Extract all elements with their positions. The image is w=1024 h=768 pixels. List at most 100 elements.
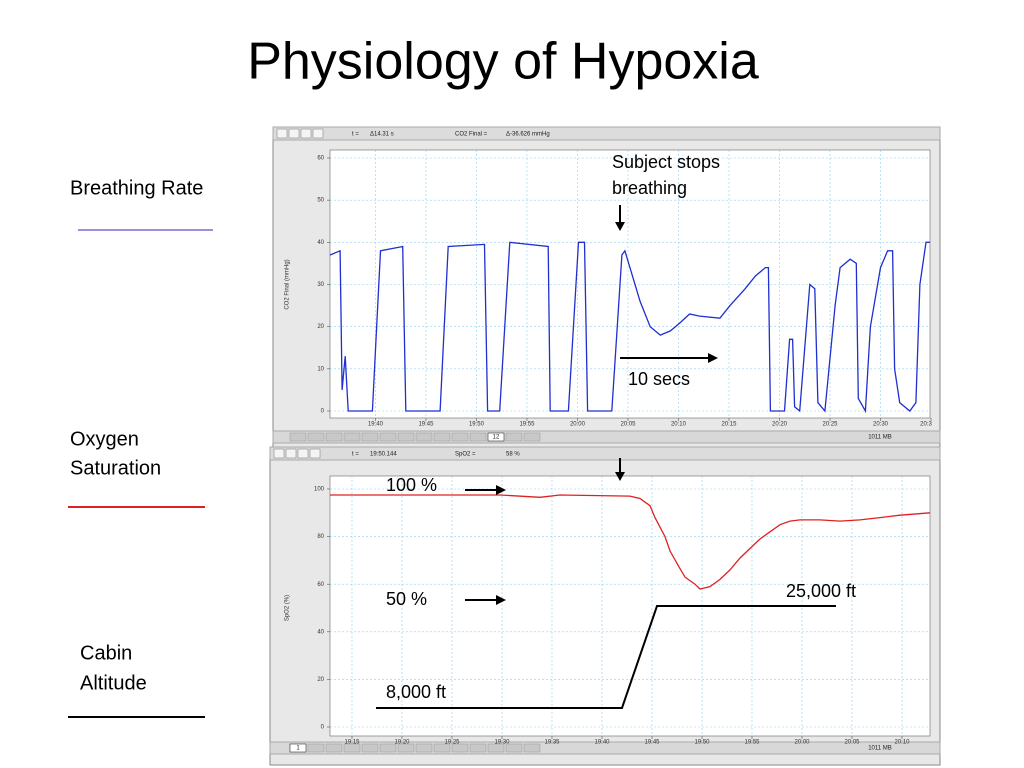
x-tick-label: 19:45 bbox=[644, 740, 660, 746]
x-tick-label: 19:55 bbox=[744, 740, 760, 746]
y-tick-label: 40 bbox=[317, 629, 324, 635]
memory-text: 1011 MB bbox=[868, 435, 892, 441]
annotation: 8,000 ft bbox=[386, 682, 446, 702]
arrow-head bbox=[496, 485, 506, 495]
x-tick-label: 20:10 bbox=[894, 740, 910, 746]
annotation: 10 secs bbox=[628, 369, 690, 389]
page-tab bbox=[325, 743, 343, 753]
page-tab bbox=[523, 432, 541, 442]
page-tab bbox=[505, 743, 523, 753]
annotation: 50 % bbox=[386, 589, 427, 609]
cabin-altitude-line bbox=[376, 605, 836, 709]
page-tab bbox=[451, 432, 469, 442]
page-tab bbox=[325, 432, 343, 442]
annotation: Subject stops bbox=[612, 152, 720, 172]
page-tab bbox=[343, 743, 361, 753]
x-tick-label: 20:10 bbox=[671, 422, 687, 428]
toolbar-button bbox=[273, 448, 285, 459]
y-tick-label: 40 bbox=[317, 240, 324, 246]
side-label: Breathing Rate bbox=[70, 177, 203, 199]
page-tab bbox=[469, 743, 487, 753]
x-tick-label: 20:05 bbox=[620, 422, 636, 428]
y-tick-label: 50 bbox=[317, 198, 324, 204]
x-tick-label: 20:25 bbox=[822, 422, 838, 428]
toolbar-button bbox=[288, 128, 300, 139]
x-tick-label: 20:15 bbox=[721, 422, 737, 428]
x-tick-label: 20:00 bbox=[570, 422, 586, 428]
x-tick-label: 19:15 bbox=[344, 740, 360, 746]
y-tick-label: 60 bbox=[317, 582, 324, 588]
x-tick-label: 19:40 bbox=[594, 740, 610, 746]
toolbar-button bbox=[297, 448, 309, 459]
page-tab bbox=[379, 432, 397, 442]
toolbar-button bbox=[312, 128, 324, 139]
y-tick-label: 100 bbox=[314, 487, 325, 493]
header-text: CO2 Final = bbox=[455, 132, 488, 138]
side-label: Altitude bbox=[80, 672, 147, 694]
toolbar-button bbox=[309, 448, 321, 459]
annotation: 25,000 ft bbox=[786, 581, 856, 601]
header-text: Δ14.31 s bbox=[370, 132, 394, 138]
page-tab bbox=[307, 743, 325, 753]
page-number: 1 bbox=[296, 746, 300, 752]
page-number: 12 bbox=[493, 435, 500, 441]
slide-title: Physiology of Hypoxia bbox=[247, 33, 759, 91]
y-tick-label: 30 bbox=[317, 282, 324, 288]
page-tab bbox=[415, 743, 433, 753]
y-tick-label: 60 bbox=[317, 156, 324, 162]
x-tick-label: 20:00 bbox=[794, 740, 810, 746]
y-tick-label: 10 bbox=[317, 366, 324, 372]
side-label: Oxygen bbox=[70, 428, 139, 450]
y-axis-label: SpO2 (%) bbox=[285, 595, 291, 621]
header-text: 19:50.144 bbox=[370, 452, 397, 458]
header-text: Δ-36.626 mmHg bbox=[506, 132, 550, 138]
toolbar-button bbox=[285, 448, 297, 459]
page-tab bbox=[433, 432, 451, 442]
y-tick-label: 0 bbox=[321, 409, 325, 415]
data-line bbox=[330, 494, 931, 590]
page-tab bbox=[343, 432, 361, 442]
header-text: t = bbox=[352, 452, 359, 458]
page-tab bbox=[397, 743, 415, 753]
page-tab bbox=[451, 743, 469, 753]
x-tick-label: 19:25 bbox=[444, 740, 460, 746]
x-tick-label: 20:05 bbox=[844, 740, 860, 746]
x-tick-label: 19:40 bbox=[368, 422, 384, 428]
data-line bbox=[329, 241, 930, 414]
overlay: Subject stops breathing 10 secs 100 % 50… bbox=[376, 152, 856, 709]
header-text: t = bbox=[352, 132, 359, 138]
page-tab bbox=[505, 432, 523, 442]
page-tab bbox=[307, 432, 325, 442]
y-tick-label: 80 bbox=[317, 534, 324, 540]
page-tab bbox=[289, 432, 307, 442]
page-tab bbox=[397, 432, 415, 442]
x-tick-label: 19:20 bbox=[394, 740, 410, 746]
annotation: 100 % bbox=[386, 475, 437, 495]
side-label: Cabin bbox=[80, 642, 132, 664]
page-tab bbox=[469, 432, 487, 442]
toolbar bbox=[272, 126, 941, 141]
x-tick-label: 19:50 bbox=[694, 740, 710, 746]
header-text: SpO2 = bbox=[455, 452, 476, 458]
page-tab bbox=[415, 432, 433, 442]
x-tick-label: 19:50 bbox=[469, 422, 485, 428]
x-tick-label: 19:45 bbox=[418, 422, 434, 428]
page-tab bbox=[361, 743, 379, 753]
page-tab bbox=[487, 743, 505, 753]
page-tab bbox=[379, 743, 397, 753]
memory-text: 1011 MB bbox=[868, 746, 892, 752]
x-tick-label: 20:30 bbox=[873, 422, 889, 428]
page-tab-active bbox=[487, 432, 505, 442]
page-tab bbox=[433, 743, 451, 753]
x-tick-label: 19:55 bbox=[519, 422, 535, 428]
annotation: breathing bbox=[612, 178, 687, 198]
toolbar-button bbox=[300, 128, 312, 139]
x-tick-label: 20:3 bbox=[920, 422, 932, 428]
y-tick-label: 20 bbox=[317, 677, 324, 683]
x-tick-label: 20:20 bbox=[772, 422, 788, 428]
x-tick-label: 19:35 bbox=[544, 740, 560, 746]
arrow-head bbox=[496, 595, 506, 605]
y-tick-label: 20 bbox=[317, 324, 324, 330]
